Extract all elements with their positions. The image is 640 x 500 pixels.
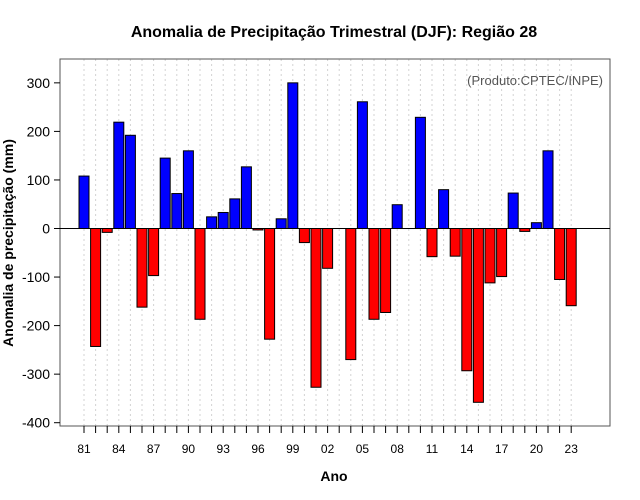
- bar-1993: [217, 211, 229, 229]
- y-axis: -400 -300 -200 -100 0 100 200 300: [22, 75, 60, 431]
- bar-1990: [182, 150, 194, 230]
- bar-2000: [298, 228, 310, 244]
- y-axis-title: Anomalia de precipitação (mm): [0, 139, 16, 347]
- bar-2020: [530, 222, 542, 229]
- x-tick-label: 93: [217, 442, 231, 456]
- product-credit: (Produto:CPTEC/INPE): [467, 73, 603, 88]
- chart-title: Anomalia de Precipitação Trimestral (DJF…: [131, 24, 537, 41]
- bar-2001: [310, 228, 322, 388]
- x-tick-label: 20: [530, 442, 544, 456]
- bar-1992: [206, 216, 218, 230]
- x-tick-label: 90: [182, 442, 196, 456]
- bar-2021: [542, 150, 554, 230]
- plot-frame: [59, 58, 611, 427]
- bar-2004: [345, 228, 357, 361]
- bar-1991: [194, 228, 206, 320]
- x-tick-label: 08: [391, 442, 405, 456]
- bar-2007: [380, 228, 392, 313]
- x-tick-label: 99: [286, 442, 300, 456]
- y-tick-label: 200: [27, 123, 51, 139]
- bar-1981: [78, 175, 90, 229]
- y-tick-label: -100: [22, 269, 50, 285]
- bar-2022: [554, 228, 566, 280]
- bar-2013: [449, 228, 461, 257]
- x-axis-title: Ano: [320, 468, 347, 484]
- bar-2011: [426, 228, 438, 258]
- y-tick-label: -400: [22, 415, 50, 431]
- x-tick-label: 84: [112, 442, 126, 456]
- bar-2015: [472, 228, 484, 403]
- x-tick-label: 17: [495, 442, 509, 456]
- bar-2014: [461, 228, 473, 372]
- x-tick-label: 23: [565, 442, 579, 456]
- y-tick-label: -300: [22, 366, 50, 382]
- x-axis: 81 84 87 90 93 96 99 02 05 08 11 14 17 20 23: [77, 426, 578, 456]
- bar-1995: [240, 166, 252, 230]
- bar-1982: [90, 228, 102, 347]
- y-tick-label: -200: [22, 318, 50, 334]
- bar-2005: [356, 101, 368, 229]
- y-tick-label: 0: [42, 221, 50, 237]
- bar-1994: [229, 198, 241, 230]
- bar-1998: [275, 218, 287, 229]
- y-tick-label: 100: [27, 172, 51, 188]
- bar-1987: [148, 228, 160, 277]
- bar-2023: [565, 228, 577, 307]
- bar-2017: [496, 228, 508, 278]
- bar-1984: [113, 121, 125, 229]
- bar-1985: [124, 134, 136, 229]
- x-tick-label: 81: [77, 442, 91, 456]
- bar-2018: [507, 192, 519, 230]
- bar-2012: [438, 189, 450, 230]
- x-tick-label: 87: [147, 442, 161, 456]
- bar-1986: [136, 228, 148, 308]
- x-tick-label: 96: [251, 442, 265, 456]
- x-tick-label: 14: [460, 442, 474, 456]
- bar-1988: [159, 157, 171, 229]
- bar-2016: [484, 228, 496, 284]
- x-tick-label: 05: [356, 442, 370, 456]
- bar-1989: [171, 193, 183, 230]
- bar-1997: [264, 228, 276, 340]
- y-tick-label: 300: [27, 75, 51, 91]
- x-tick-label: 11: [426, 442, 439, 456]
- bar-1999: [287, 82, 299, 229]
- bar-2006: [368, 228, 380, 320]
- bar-2010: [414, 116, 426, 229]
- bar-2002: [322, 228, 334, 269]
- x-tick-label: 02: [321, 442, 335, 456]
- bar-2008: [391, 204, 403, 229]
- bar-1983: [101, 228, 113, 233]
